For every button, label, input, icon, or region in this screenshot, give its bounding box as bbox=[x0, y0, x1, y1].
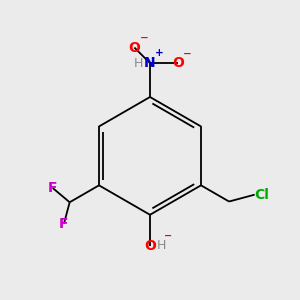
Text: Cl: Cl bbox=[255, 188, 269, 202]
Text: +: + bbox=[155, 48, 164, 58]
Text: −: − bbox=[183, 49, 192, 59]
Text: O: O bbox=[144, 239, 156, 253]
Text: F: F bbox=[48, 181, 58, 195]
Text: H: H bbox=[134, 57, 143, 70]
Text: F: F bbox=[59, 217, 69, 231]
Text: −: − bbox=[164, 231, 172, 241]
Text: O: O bbox=[128, 40, 140, 55]
Text: O: O bbox=[172, 56, 184, 70]
Text: N: N bbox=[144, 56, 156, 70]
Text: −: − bbox=[140, 33, 148, 43]
Text: H: H bbox=[157, 239, 166, 252]
